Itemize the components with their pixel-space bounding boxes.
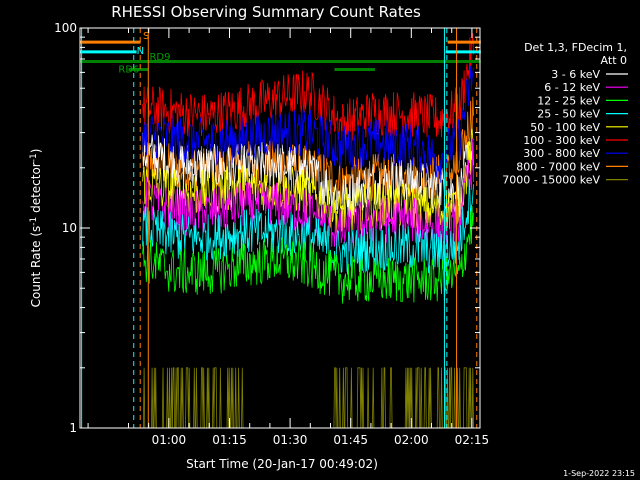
series-3 — [142, 178, 474, 275]
rd9-label: RD9 — [149, 52, 170, 63]
legend-label-3: 25 - 50 keV — [537, 108, 600, 121]
axes-layer: 1 10 100 01:00 01:15 01:30 01:45 02:00 02:15 — [54, 21, 489, 447]
series-layer — [142, 33, 474, 429]
series-2 — [142, 206, 474, 304]
series-line-8 — [142, 367, 474, 429]
saa-label: S — [143, 31, 149, 42]
series-line-6 — [142, 65, 474, 183]
legend-header-line1: Det 1,3, FDecim 1, — [524, 41, 627, 54]
x-axis-label: Start Time (20-Jan-17 00:49:02) — [186, 457, 378, 471]
x-tick-label-0: 01:00 — [152, 433, 187, 447]
x-tick-label-2: 01:30 — [273, 433, 308, 447]
y-axis-label: Count Rate (s-1 detector-1) — [29, 149, 43, 308]
night-label: N — [137, 46, 144, 57]
y-tick-label-1: 10 — [62, 221, 77, 235]
markers-layer: SN RD6 RD9 — [80, 28, 481, 428]
rd6-label: RD6 — [118, 64, 139, 75]
legend-label-0: 3 - 6 keV — [551, 68, 600, 81]
legend-label-6: 300 - 800 keV — [523, 147, 600, 160]
y-tick-label-0: 1 — [69, 421, 77, 435]
legend-label-5: 100 - 300 keV — [523, 134, 600, 147]
series-6 — [142, 65, 474, 183]
legend-header-line2: Att 0 — [601, 54, 627, 67]
legend-label-1: 6 - 12 keV — [544, 81, 600, 94]
legend-label-4: 50 - 100 keV — [530, 121, 600, 134]
chart-title: RHESSI Observing Summary Count Rates — [111, 3, 421, 21]
series-1 — [142, 138, 474, 252]
series-8 — [142, 367, 474, 429]
y-tick-label-2: 100 — [54, 21, 77, 35]
legend-label-7: 800 - 7000 keV — [516, 160, 600, 173]
series-line-1 — [142, 138, 474, 252]
series-line-4 — [142, 128, 474, 234]
x-tick-label-5: 02:15 — [455, 433, 490, 447]
x-tick-label-3: 01:45 — [333, 433, 368, 447]
series-line-2 — [142, 206, 474, 304]
series-4 — [142, 128, 474, 234]
legend-label-8: 7000 - 15000 keV — [502, 174, 600, 187]
x-tick-label-1: 01:15 — [212, 433, 247, 447]
generated-timestamp: 1-Sep-2022 23:15 — [563, 469, 635, 478]
legend-label-2: 12 - 25 keV — [537, 94, 600, 107]
series-line-3 — [142, 178, 474, 275]
x-tick-label-4: 02:00 — [394, 433, 429, 447]
